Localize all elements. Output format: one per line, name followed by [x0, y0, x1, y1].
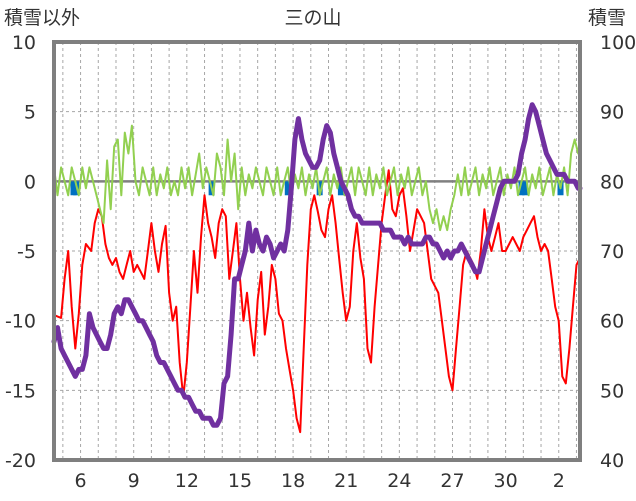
x-tick-label: 21 — [334, 470, 358, 492]
y-right-tick-label: 100 — [600, 32, 636, 54]
precip-bar — [518, 181, 525, 196]
y-left-tick-label: 10 — [12, 32, 36, 54]
y-left-tick-label: -10 — [5, 311, 36, 333]
y-left-tick-label: -15 — [5, 380, 36, 402]
x-tick-label: 15 — [228, 470, 252, 492]
x-tick-label: 27 — [440, 470, 464, 492]
y-left-label: 積雪以外 — [4, 7, 80, 29]
x-tick-label: 12 — [175, 470, 199, 492]
y-right-tick-label: 60 — [600, 311, 624, 333]
series-line-temperature — [53, 169, 581, 434]
series-line-snow-depth — [51, 102, 583, 428]
x-tick-label: 30 — [494, 470, 518, 492]
x-tick-label: 6 — [75, 470, 87, 492]
y-right-tick-label: 90 — [600, 102, 624, 124]
y-right-tick-label: 80 — [600, 171, 624, 193]
y-left-tick-label: -5 — [17, 241, 36, 263]
chart-title: 三の山 — [284, 7, 341, 29]
x-tick-label: 18 — [281, 470, 305, 492]
y-left-tick-label: 5 — [24, 102, 36, 124]
y-left-tick-label: -20 — [5, 450, 36, 472]
x-tick-label: 24 — [387, 470, 411, 492]
precip-bar — [284, 181, 291, 196]
y-left-tick-label: 0 — [24, 171, 36, 193]
precip-bar — [337, 181, 344, 196]
y-right-tick-label: 40 — [600, 450, 624, 472]
x-tick-label: 2 — [553, 470, 565, 492]
y-right-tick-label: 70 — [600, 241, 624, 263]
lines-layer — [51, 102, 583, 434]
x-tick-label: 9 — [128, 470, 140, 492]
precip-bar — [522, 181, 529, 196]
y-right-tick-label: 50 — [600, 380, 624, 402]
y-right-label: 積雪 — [588, 7, 626, 29]
series-line-change — [53, 124, 581, 232]
bars-layer — [70, 181, 564, 196]
plot-frame — [52, 40, 582, 462]
